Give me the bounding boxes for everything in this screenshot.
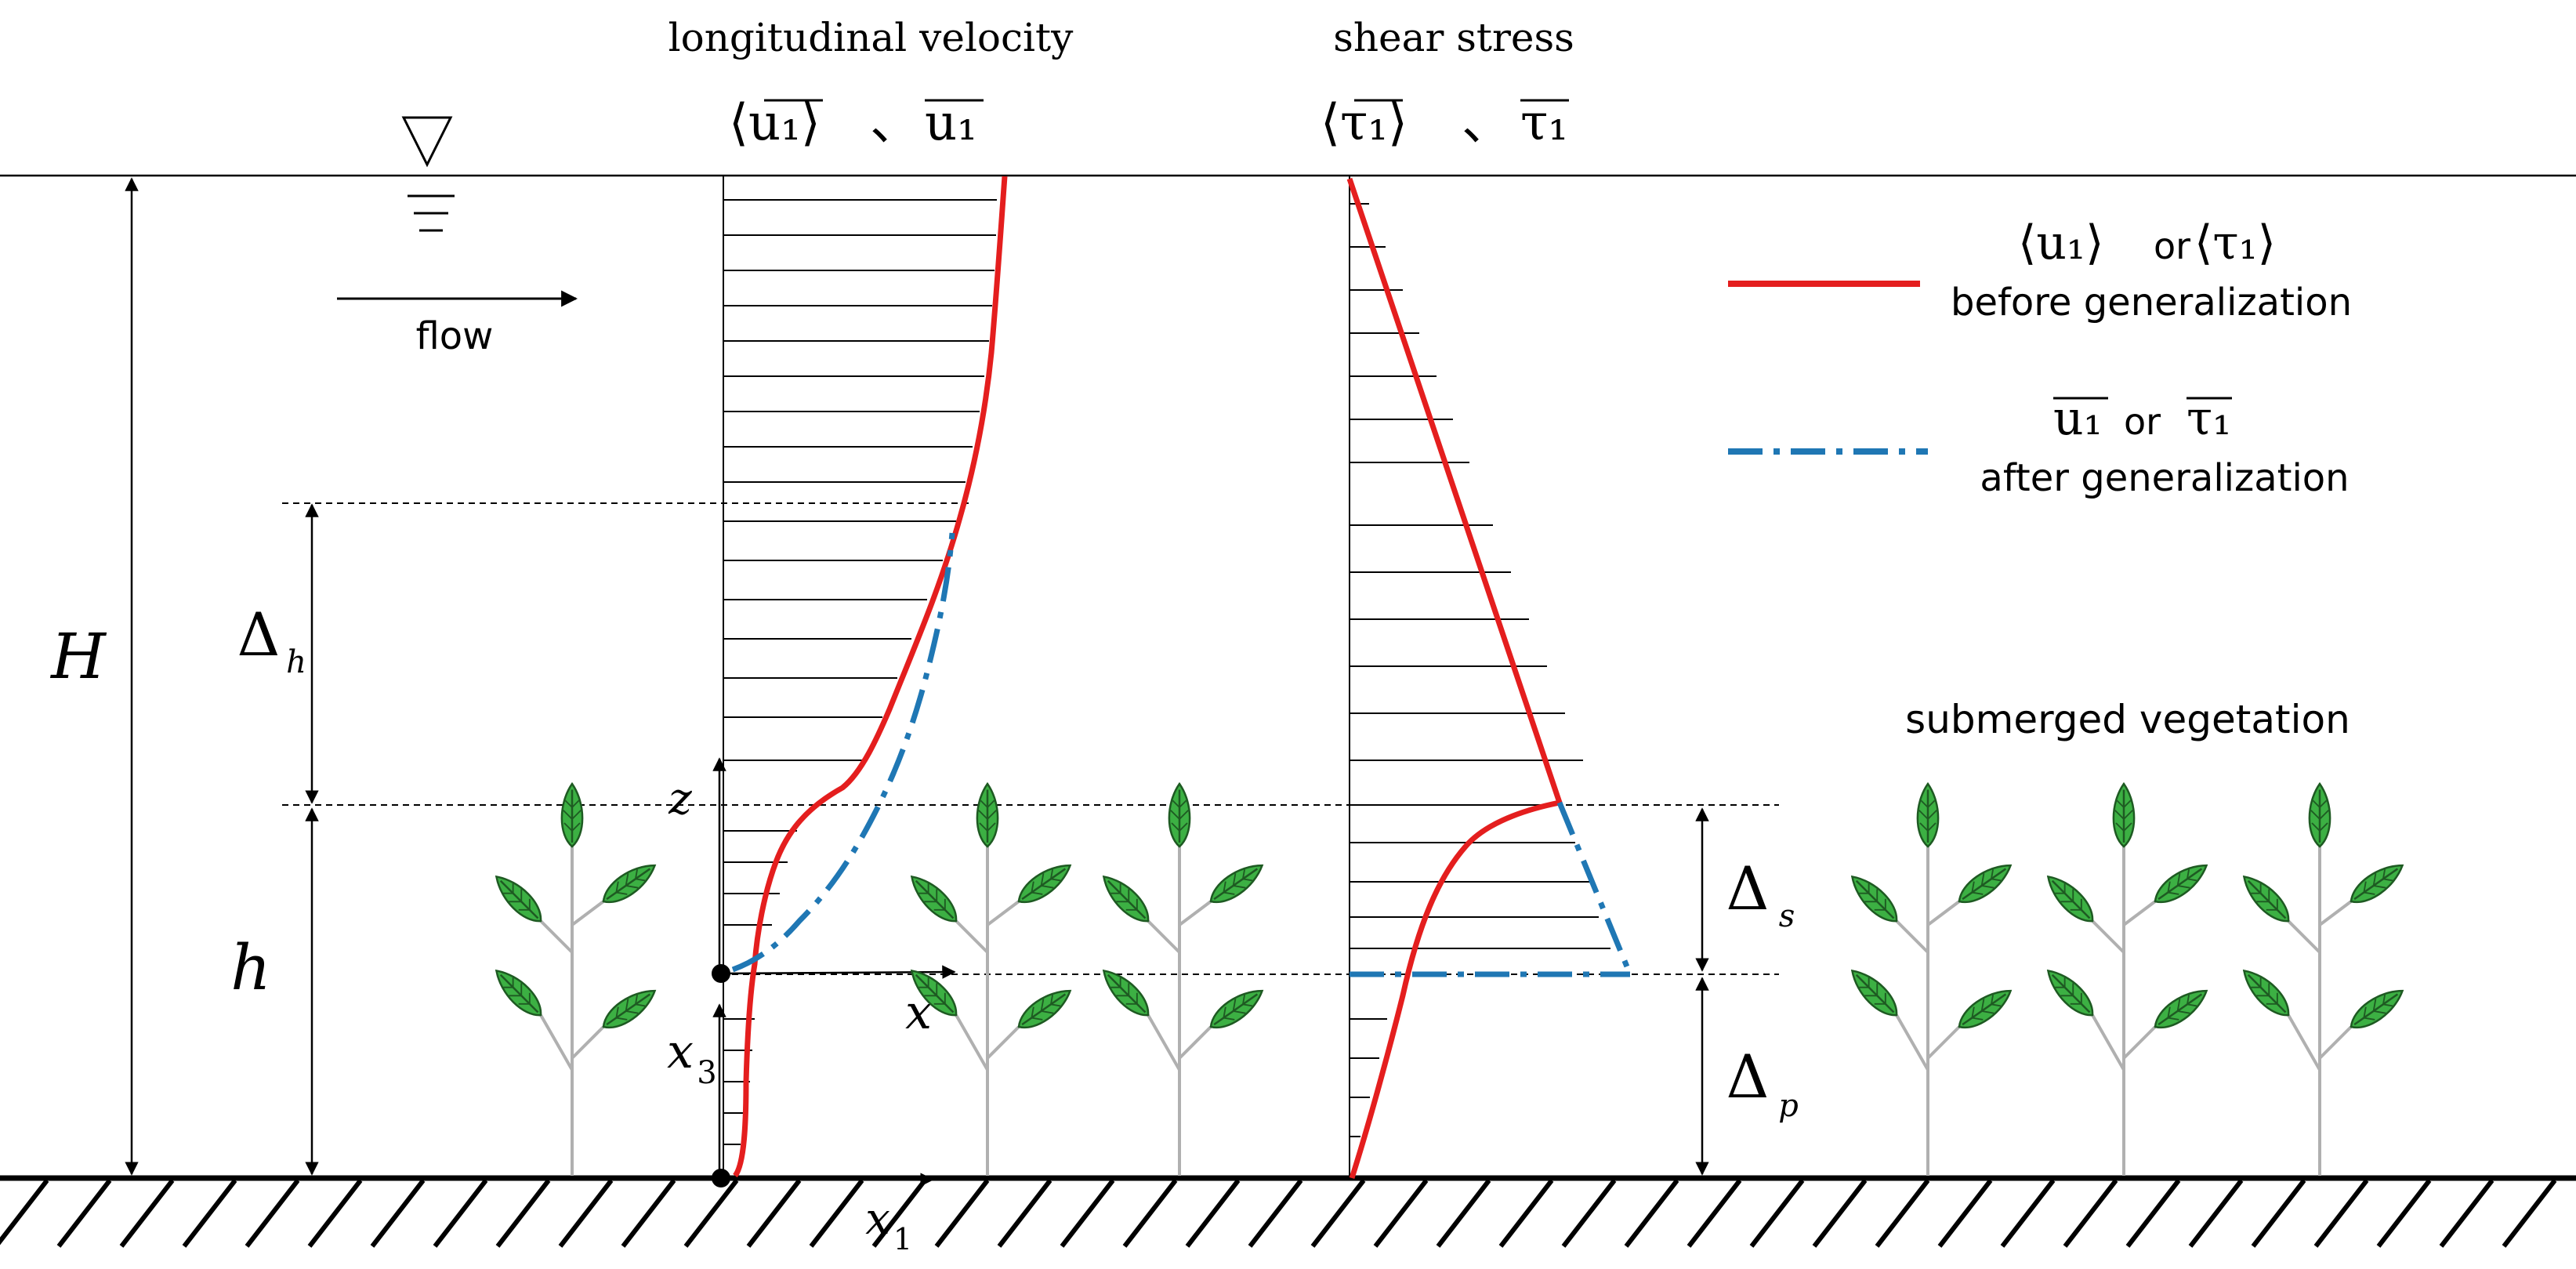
velocity-symbol-angle: ⟨u₁⟩	[729, 94, 821, 152]
legend-red-description: before generalization	[1951, 281, 2352, 325]
plant-1	[489, 784, 661, 1176]
plant-2	[904, 784, 1076, 1176]
bed-hatch-stroke	[2063, 1179, 2118, 1248]
bed-hatch-stroke	[809, 1179, 864, 1248]
shear-symbol-sep: 、	[1462, 94, 1512, 152]
bed-hatch-stroke	[1561, 1179, 1617, 1248]
velocity-symbols: ⟨u₁⟩ 、 u₁	[729, 94, 984, 152]
shear-profile-red	[1346, 177, 1563, 1180]
label-delta-s: Δ	[1726, 854, 1770, 923]
bed-hatch-stroke	[245, 1179, 300, 1248]
dimension-delta-h: Δ h	[237, 503, 319, 804]
velocity-hatch	[723, 199, 997, 1145]
bed-hatch-stroke	[1875, 1179, 1930, 1248]
legend-red-or: or	[2154, 225, 2190, 267]
label-delta-h: Δ	[237, 600, 281, 669]
bed-hatch-stroke	[433, 1179, 488, 1248]
shear-profile-blue	[1350, 801, 1633, 977]
shear-hatch	[1350, 203, 1610, 1137]
velocity-title: longitudinal velocity	[668, 15, 1074, 60]
submerged-vegetation-label: submerged vegetation	[1905, 697, 2350, 742]
legend-blue-symbol-a: u₁	[2053, 391, 2103, 446]
dimension-delta-p: Δ p	[1695, 977, 1799, 1176]
bed-hatch-stroke	[2251, 1179, 2306, 1248]
flow-label: flow	[416, 314, 494, 358]
shear-symbol-bar: τ₁	[1520, 94, 1568, 152]
legend-red-symbol-b: ⟨τ₁⟩	[2194, 216, 2276, 270]
bed-hatch-stroke	[2502, 1179, 2557, 1248]
bed-hatch-stroke	[1248, 1179, 1303, 1248]
label-x3-sub: 3	[697, 1055, 716, 1091]
bed-hatch-stroke	[495, 1179, 551, 1248]
shear-symbol-angle: ⟨τ₁⟩	[1321, 94, 1408, 152]
dimension-delta-s: Δ s	[1695, 807, 1795, 972]
bed-hatch-stroke	[621, 1179, 676, 1248]
bed-hatch-stroke	[683, 1179, 739, 1248]
label-h: h	[230, 931, 271, 1004]
velocity-profile-blue	[731, 532, 955, 973]
legend-blue-symbol-b: τ₁	[2187, 391, 2231, 446]
bed-hatch-stroke	[558, 1179, 614, 1248]
bed-hatch-stroke	[1937, 1179, 1993, 1248]
velocity-symbol-sep: 、	[870, 94, 920, 152]
bed-hatch-stroke	[934, 1179, 990, 1248]
label-x3: x	[667, 1024, 694, 1079]
water-surface-symbol	[401, 116, 455, 232]
bed-hatching	[0, 1179, 2557, 1248]
bed-hatch-stroke	[2000, 1179, 2056, 1248]
bed-hatch-stroke	[2313, 1179, 2369, 1248]
bed-hatch-stroke	[1498, 1179, 1554, 1248]
bed-hatch-stroke	[1185, 1179, 1241, 1248]
shear-title: shear stress	[1333, 15, 1574, 60]
bed-hatch-stroke	[1373, 1179, 1429, 1248]
legend-blue-or: or	[2124, 401, 2161, 443]
legend: ⟨u₁⟩ or ⟨τ₁⟩ before generalization u₁ or…	[1728, 216, 2352, 500]
bed-hatch-stroke	[0, 1179, 49, 1245]
label-x1: x	[865, 1194, 890, 1245]
shear-symbols: ⟨τ₁⟩ 、 τ₁	[1321, 94, 1569, 152]
bed-hatch-stroke	[370, 1179, 426, 1248]
bed-hatch-stroke	[307, 1179, 363, 1248]
label-x1-sub: 1	[893, 1222, 912, 1256]
bed-hatch-stroke	[1749, 1179, 1805, 1248]
plant-6	[2237, 784, 2408, 1176]
dimension-h: h	[230, 807, 319, 1176]
bed-hatch-stroke	[1624, 1179, 1679, 1248]
bed-hatch-stroke	[746, 1179, 802, 1248]
bed-hatch-stroke	[997, 1179, 1053, 1248]
bed-hatch-stroke	[119, 1179, 175, 1248]
plant-5	[2041, 784, 2212, 1176]
label-H: H	[49, 620, 107, 693]
origin-shear-point	[712, 964, 730, 983]
velocity-profile-red	[733, 176, 1008, 1178]
label-delta-s-sub: s	[1779, 898, 1795, 934]
bed-hatch-stroke	[1436, 1179, 1491, 1248]
origin-bed-point	[712, 1169, 730, 1187]
bed-hatch-stroke	[2125, 1179, 2181, 1248]
plant-3	[1096, 784, 1268, 1176]
bed-hatch-stroke	[2439, 1179, 2494, 1248]
bed-hatch-stroke	[1687, 1179, 1742, 1248]
bed-hatch-stroke	[1812, 1179, 1868, 1248]
label-delta-p-sub: p	[1778, 1088, 1799, 1124]
bed-hatch-stroke	[871, 1179, 927, 1248]
label-delta-p: Δ	[1726, 1042, 1770, 1111]
bed-hatch-stroke	[2376, 1179, 2432, 1248]
legend-blue-description: after generalization	[1980, 456, 2349, 500]
bed-hatch-stroke	[56, 1179, 112, 1248]
bed-hatch-stroke	[182, 1179, 237, 1248]
bed-hatch-stroke	[1060, 1179, 1115, 1248]
label-delta-h-sub: h	[286, 644, 306, 680]
velocity-symbol-bar: u₁	[925, 94, 977, 152]
dimension-H: H	[49, 177, 139, 1176]
plant-4	[1845, 784, 2016, 1176]
bed-hatch-stroke	[1122, 1179, 1178, 1248]
bed-hatch-stroke	[1310, 1179, 1366, 1248]
bed-hatch-stroke	[2188, 1179, 2244, 1248]
label-z: z	[668, 774, 692, 825]
legend-red-symbol-a: ⟨u₁⟩	[2018, 216, 2104, 270]
